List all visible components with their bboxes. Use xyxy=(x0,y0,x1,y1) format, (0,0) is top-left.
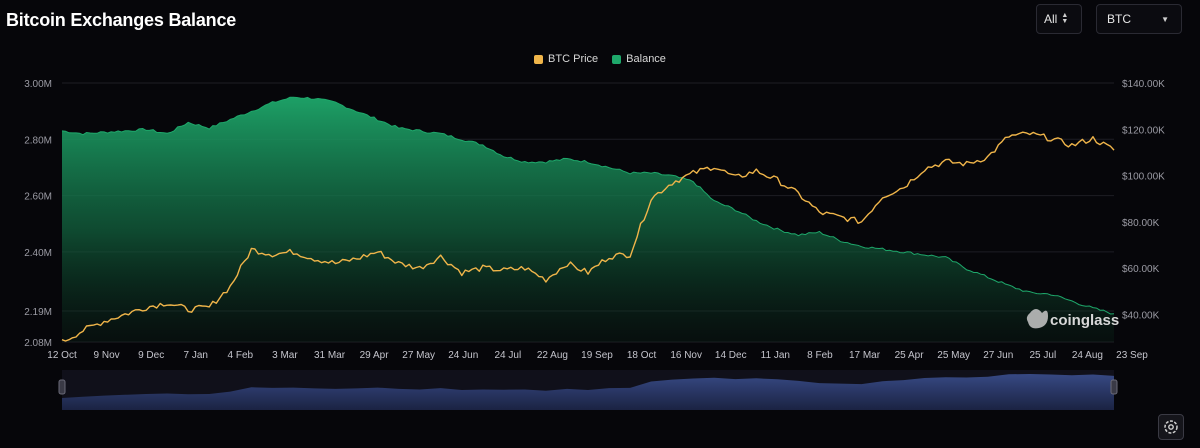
x-tick-label: 25 Jul xyxy=(1029,350,1056,361)
y-right-tick-label: $140.00K xyxy=(1122,79,1165,90)
x-axis: 12 Oct 9 Nov 9 Dec 7 Jan 4 Feb 3 Mar 31 Mar 29 … xyxy=(47,350,1148,361)
x-tick-label: 24 Aug xyxy=(1072,350,1103,361)
x-tick-label: 27 May xyxy=(402,350,435,361)
x-tick-label: 25 May xyxy=(937,350,970,361)
chart-legend: BTC Price Balance xyxy=(0,53,1200,65)
y-left-tick-label: 3.00M xyxy=(24,79,52,90)
settings-icon xyxy=(1164,420,1178,434)
legend-item-balance[interactable]: Balance xyxy=(612,53,666,65)
balance-area xyxy=(62,97,1114,342)
x-tick-label: 11 Jan xyxy=(761,350,790,361)
navigator-area xyxy=(62,374,1114,410)
coinglass-watermark: coinglass xyxy=(1026,309,1119,329)
y-left-tick-label: 2.60M xyxy=(24,192,52,203)
y-right-tick-label: $100.00K xyxy=(1122,172,1165,183)
legend-item-btc-price[interactable]: BTC Price xyxy=(534,53,598,65)
x-tick-label: 29 Apr xyxy=(360,350,390,361)
balance-line xyxy=(61,96,1115,315)
balance-area-layer xyxy=(61,96,1115,342)
x-tick-label: 23 Sep xyxy=(1116,350,1148,361)
legend-swatch-balance xyxy=(612,54,622,64)
y-right-tick-label: $40.00K xyxy=(1122,310,1160,321)
y-left-tick-label: 2.08M xyxy=(24,338,52,349)
btc-price-line xyxy=(61,131,1115,342)
x-tick-label: 12 Oct xyxy=(47,350,77,361)
x-tick-label: 27 Jun xyxy=(983,350,1013,361)
range-select[interactable]: All ▲ ▼ xyxy=(1036,4,1082,34)
y-right-tick-label: $60.00K xyxy=(1122,264,1160,275)
navigator-handle-left xyxy=(58,379,66,395)
asset-select[interactable]: BTC ▼ xyxy=(1096,4,1182,34)
y-left-tick-label: 2.19M xyxy=(24,307,52,318)
y-axis-left: 3.00M 2.80M 2.60M 2.40M 2.19M 2.08M xyxy=(24,79,52,349)
x-tick-label: 9 Nov xyxy=(94,350,120,361)
x-tick-label: 8 Feb xyxy=(807,350,833,361)
range-select-value: All xyxy=(1044,12,1058,26)
x-tick-label: 14 Dec xyxy=(715,350,747,361)
settings-button[interactable] xyxy=(1158,414,1184,440)
btc-price-line-layer xyxy=(61,131,1115,342)
x-tick-label: 16 Nov xyxy=(670,350,702,361)
navigator-handle-right xyxy=(1110,379,1118,395)
y-right-tick-label: $80.00K xyxy=(1122,218,1160,229)
x-tick-label: 24 Jun xyxy=(448,350,478,361)
y-left-tick-label: 2.80M xyxy=(24,135,52,146)
legend-swatch-btc-price xyxy=(534,54,544,64)
x-tick-label: 18 Oct xyxy=(627,350,657,361)
legend-label-balance: Balance xyxy=(626,53,666,65)
x-tick-label: 22 Aug xyxy=(537,350,568,361)
page-title: Bitcoin Exchanges Balance xyxy=(6,10,237,30)
asset-select-value: BTC xyxy=(1107,12,1131,26)
legend-label-btc-price: BTC Price xyxy=(548,53,599,65)
x-tick-label: 7 Jan xyxy=(184,350,208,361)
y-axis-right: $140.00K $120.00K $100.00K $80.00K $60.00K $4… xyxy=(1122,79,1165,321)
range-navigator[interactable] xyxy=(58,370,1118,410)
updown-chevron-icon: ▲ ▼ xyxy=(1061,12,1069,25)
x-tick-label: 31 Mar xyxy=(314,350,346,361)
x-tick-label: 19 Sep xyxy=(581,350,613,361)
x-tick-label: 24 Jul xyxy=(494,350,521,361)
chevron-down-icon: ▼ xyxy=(1161,14,1169,24)
x-tick-label: 25 Apr xyxy=(895,350,925,361)
x-tick-label: 9 Dec xyxy=(138,350,164,361)
x-tick-label: 4 Feb xyxy=(228,350,254,361)
x-tick-label: 17 Mar xyxy=(849,350,881,361)
coinglass-logo-icon xyxy=(1026,309,1048,329)
y-right-tick-label: $120.00K xyxy=(1122,125,1165,136)
y-left-tick-label: 2.40M xyxy=(24,248,52,259)
x-tick-label: 3 Mar xyxy=(272,350,298,361)
watermark-text: coinglass xyxy=(1050,312,1119,329)
